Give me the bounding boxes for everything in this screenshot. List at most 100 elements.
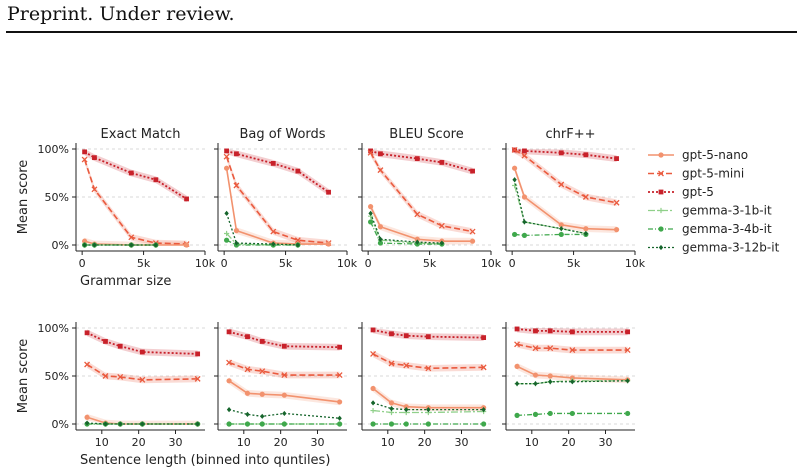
legend-item-gemma-3-4b-it: gemma-3-4b-it — [648, 222, 772, 236]
data-point — [183, 242, 190, 248]
series-gemma-3-12b-it — [224, 210, 301, 248]
series-gemma-3-12b-it — [84, 420, 200, 427]
data-point — [224, 230, 230, 237]
y-tick-label: 50% — [45, 370, 69, 383]
data-point — [259, 391, 265, 397]
x-tick-label: 30 — [599, 436, 613, 449]
confidence-band — [514, 164, 617, 233]
data-point — [425, 421, 431, 427]
data-point — [234, 151, 239, 157]
series-gemma-3-12b-it — [512, 177, 589, 237]
panel-bottom-2: 10 20 30 — [214, 322, 347, 449]
data-point — [281, 372, 288, 378]
data-point — [470, 168, 475, 174]
confidence-band — [229, 359, 340, 379]
data-point — [625, 329, 631, 335]
data-point — [244, 366, 251, 373]
data-point — [281, 343, 287, 349]
series-line — [514, 149, 617, 160]
data-point — [582, 194, 589, 200]
confidence-band — [87, 329, 198, 358]
data-point — [368, 204, 374, 210]
data-point — [532, 411, 539, 417]
data-point — [426, 407, 431, 413]
series-line — [225, 156, 329, 244]
series-gpt-5-mini — [226, 359, 343, 378]
x-tick-label: 20 — [418, 436, 432, 449]
data-point — [658, 152, 664, 158]
data-point — [224, 165, 230, 171]
series-gpt-5 — [226, 329, 343, 350]
panel-title: BLEU Score — [389, 127, 463, 142]
confidence-band — [84, 149, 187, 203]
series-gemma-3-12b-it — [514, 378, 630, 387]
data-point — [569, 347, 576, 354]
data-point — [415, 239, 420, 245]
confidence-band — [229, 328, 340, 351]
data-point — [439, 160, 445, 165]
data-point — [403, 421, 409, 427]
data-point — [82, 238, 88, 244]
data-point — [548, 379, 553, 385]
series-gemma-3-4b-it — [511, 231, 589, 238]
data-point — [224, 210, 229, 216]
series-line — [372, 353, 484, 370]
data-point — [613, 227, 620, 233]
data-point — [337, 415, 342, 421]
series-line — [513, 179, 586, 235]
series-gpt-5 — [368, 148, 475, 174]
data-point — [370, 385, 376, 392]
confidence-band — [226, 149, 329, 196]
data-point — [82, 149, 87, 155]
x-tick-label: 5k — [423, 257, 437, 270]
data-point — [377, 167, 384, 174]
panel-top-3: 0 5k 10k BLEU Score — [358, 127, 502, 270]
data-point — [378, 236, 383, 242]
legend-item-gemma-3-12b-it: gemma-3-12b-it — [648, 241, 780, 255]
data-point — [658, 189, 664, 195]
header-rule — [6, 31, 797, 33]
confidence-band — [84, 156, 187, 245]
legend-label: gpt-5-nano — [682, 148, 748, 162]
data-point — [625, 410, 631, 417]
data-point — [84, 330, 90, 336]
x-tick-label: 0 — [365, 257, 372, 270]
data-point — [226, 421, 232, 427]
series-gemma-3-4b-it — [226, 421, 343, 427]
data-point — [259, 421, 265, 427]
data-point — [282, 410, 287, 417]
x-tick-label: 10 — [237, 436, 251, 449]
data-point — [81, 156, 88, 163]
panel-bottom-1: 0% 50% 100% 10 20 30 — [38, 322, 205, 449]
data-point — [558, 150, 564, 156]
data-point — [658, 207, 664, 214]
series-line — [514, 233, 586, 237]
data-point — [658, 170, 664, 177]
data-point — [613, 199, 620, 206]
data-point — [388, 360, 395, 367]
y-axis-label: Mean score — [16, 160, 31, 234]
data-point — [414, 156, 420, 161]
x-tick-label: 5k — [137, 257, 151, 270]
data-point — [224, 237, 230, 243]
data-point — [514, 412, 520, 418]
data-point — [569, 375, 575, 381]
data-point — [295, 168, 301, 174]
data-point — [403, 362, 410, 369]
series-gpt-5-nano — [511, 165, 620, 233]
series-gpt-5 — [82, 149, 189, 202]
data-point — [91, 186, 98, 193]
data-point — [92, 242, 97, 248]
series-gpt-5-mini — [367, 149, 476, 235]
x-tick-label: 20 — [132, 436, 146, 449]
x-tick-label: 0 — [509, 257, 516, 270]
data-point — [469, 228, 476, 235]
x-tick-label: 30 — [169, 436, 183, 449]
y-tick-label: 50% — [45, 191, 69, 204]
data-point — [270, 161, 276, 166]
y-tick-label: 100% — [38, 322, 69, 335]
x-tick-label: 30 — [455, 436, 469, 449]
data-point — [325, 241, 332, 247]
data-point — [370, 400, 376, 406]
data-point — [583, 226, 589, 232]
